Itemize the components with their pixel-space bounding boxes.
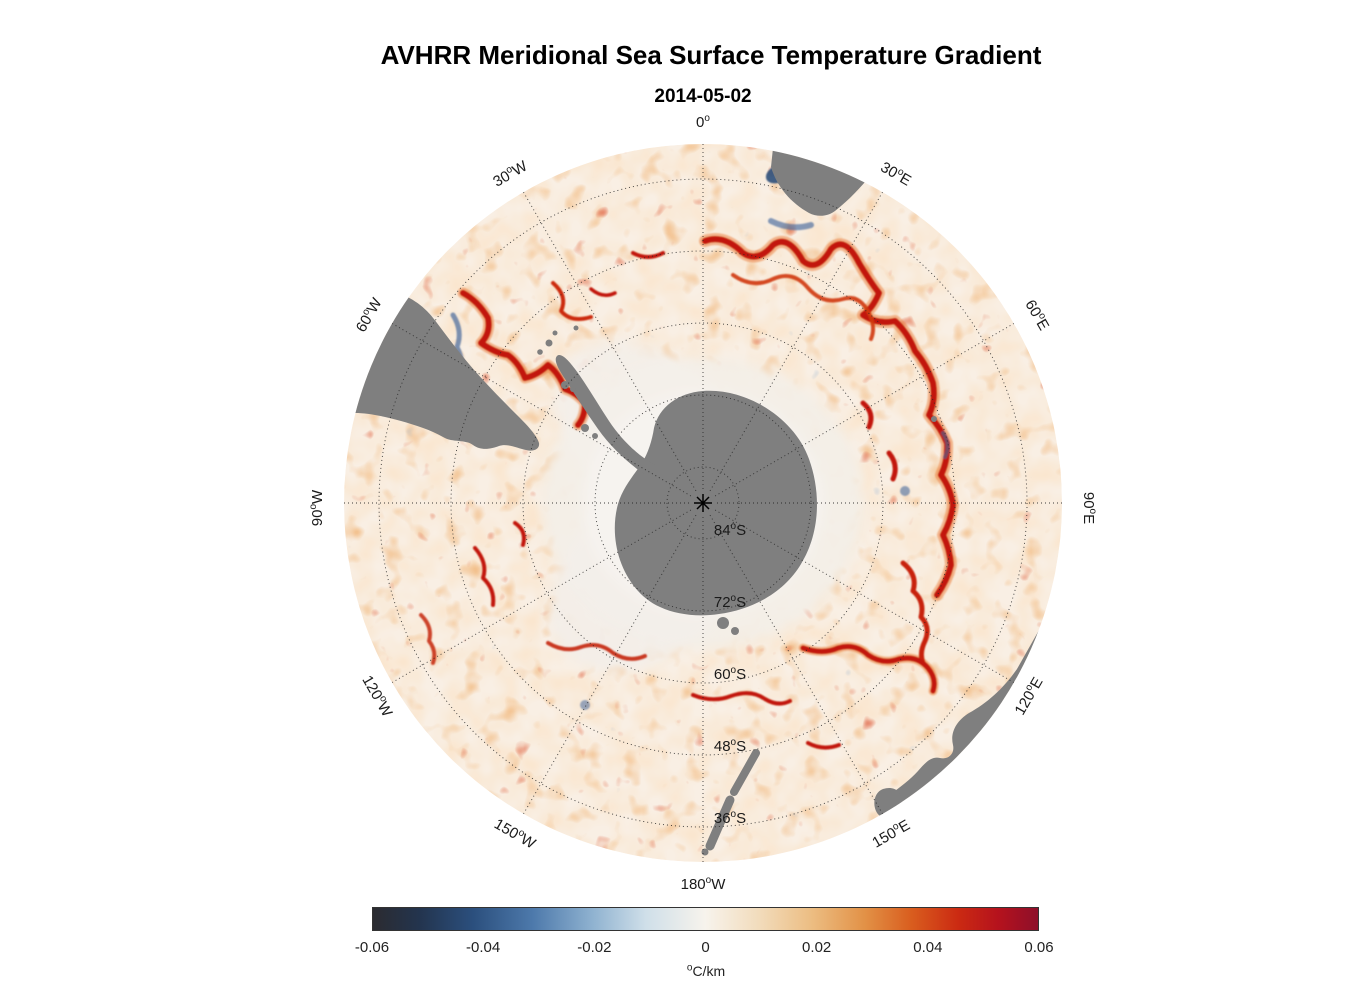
graticule — [344, 144, 1062, 862]
colorbar-tick: -0.04 — [466, 939, 501, 956]
lat-label: 36oS — [714, 809, 746, 827]
colorbar-gradient — [372, 907, 1039, 931]
colorbar-tick: -0.06 — [354, 939, 390, 956]
lon-label: 90oE — [1080, 492, 1098, 524]
pole-marker — [694, 494, 712, 512]
land-antarctic-peninsula — [555, 355, 655, 475]
lon-label: 150oW — [491, 815, 539, 853]
lon-label: 60oW — [352, 294, 386, 335]
colorbar-tick: 0.04 — [913, 939, 943, 956]
land-tasmania — [874, 787, 902, 819]
colorbar-tick: -0.02 — [577, 939, 612, 956]
colorbar-tick: 0.02 — [802, 939, 832, 956]
lon-label: 60oE — [1021, 297, 1053, 334]
land-antarctica — [614, 390, 817, 616]
lon-label: 90oW — [308, 489, 326, 526]
polar-map: 0o30oE60oE90oE120oE150oE180oW150oW120oW9… — [308, 113, 1098, 893]
lon-label: 0o — [696, 113, 710, 131]
colorbar-ticks: -0.06 -0.04 -0.02 0 0.02 0.04 0.06 — [355, 939, 1054, 959]
colorbar-tick: 0.06 — [1024, 939, 1054, 956]
lon-label: 150oE — [869, 816, 913, 852]
land-new-zealand — [701, 749, 760, 856]
lon-label: 120oE — [1011, 674, 1047, 718]
lat-label: 60oS — [714, 665, 746, 683]
lat-label: 48oS — [714, 737, 746, 755]
chart-title: AVHRR Meridional Sea Surface Temperature… — [380, 40, 1042, 70]
chart-date: 2014-05-02 — [654, 86, 752, 107]
lon-label: 30oE — [878, 158, 915, 190]
lon-label: 30oW — [490, 156, 531, 190]
colorbar-tick: 0 — [701, 939, 710, 956]
lat-label: 72oS — [714, 593, 746, 611]
lat-label: 84oS — [714, 521, 746, 539]
lon-label: 180oW — [681, 875, 727, 893]
colorbar-unit-label: oC/km — [686, 962, 726, 979]
island-dots — [537, 325, 937, 635]
